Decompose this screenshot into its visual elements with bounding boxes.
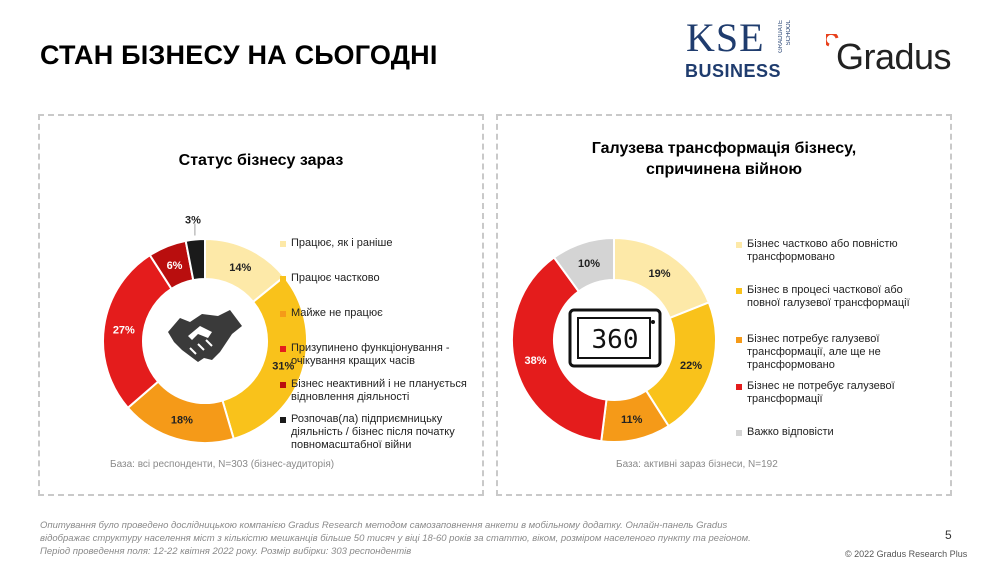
copyright-text: © 2022 Gradus Research Plus xyxy=(845,549,968,559)
legend-label: Працює частково xyxy=(291,272,380,284)
legend-item: Призупинено функціонування - очікування … xyxy=(280,342,475,368)
legend-label: Бізнес частково або повністю трансформов… xyxy=(747,238,898,263)
legend-item: Бізнес потребує галузевої трансформації,… xyxy=(736,333,931,372)
360-view-icon: 360 xyxy=(568,308,662,368)
legend-label: Розпочав(ла) підприємницьку діяльність /… xyxy=(291,413,455,451)
base-note: База: активні зараз бізнеси, N=192 xyxy=(616,459,778,470)
legend-item: Розпочав(ла) підприємницьку діяльність /… xyxy=(280,413,475,452)
data-label: 11% xyxy=(621,414,643,426)
legend-label: Призупинено функціонування - очікування … xyxy=(291,342,450,367)
data-label: 18% xyxy=(171,415,193,427)
legend-swatch xyxy=(280,276,286,282)
page-number: 5 xyxy=(945,528,952,542)
data-label: 6% xyxy=(167,260,183,272)
legend-label: Працює, як і раніше xyxy=(291,237,393,249)
legend-label: Бізнес не потребує галузевої трансформац… xyxy=(747,380,895,405)
data-label: 27% xyxy=(113,324,135,336)
data-label: 3% xyxy=(185,214,201,226)
methodology-footnote: Опитування було проведено дослідницькою … xyxy=(40,520,751,557)
legend-item: Важко відповісти xyxy=(736,426,931,439)
data-label: 38% xyxy=(525,355,547,367)
donut-slice xyxy=(184,237,206,282)
industry-transformation-donut-chart: 19% 22% 11% 38% 10% 360 xyxy=(511,236,717,443)
kse-logo-side-text-2: SCHOOL xyxy=(786,20,792,46)
center-icon-label: 360 xyxy=(592,325,639,355)
legend-swatch xyxy=(736,430,742,436)
kse-business-logo: KSE GRADUATE SCHOOL BUSINESS xyxy=(682,15,794,82)
data-label: 22% xyxy=(680,360,702,372)
kse-logo-text: KSE xyxy=(686,15,765,60)
legend-label: Бізнес неактивний і не планується віднов… xyxy=(291,378,467,403)
legend-swatch xyxy=(736,337,742,343)
legend-swatch xyxy=(280,346,286,352)
kse-logo-subtitle: BUSINESS xyxy=(685,61,782,81)
business-status-panel: Статус бізнесу зараз 14% 31% 18% 27% 6% 3% Пр… xyxy=(38,114,484,496)
data-label: 31% xyxy=(272,360,294,372)
business-status-donut-chart: 14% 31% 18% 27% 6% 3% xyxy=(102,214,308,444)
donut-slice xyxy=(511,256,608,443)
legend-swatch xyxy=(280,311,286,317)
donut-slice xyxy=(552,236,615,293)
legend-swatch xyxy=(736,384,742,390)
gradus-logo-text: Gradus xyxy=(836,36,952,77)
industry-transformation-panel: Галузева трансформація бізнесу, спричине… xyxy=(496,114,952,496)
data-label: 19% xyxy=(649,268,671,280)
legend-item: Майже не працює xyxy=(280,307,475,320)
legend-label: Важко відповісти xyxy=(747,426,834,438)
legend-label: Бізнес потребує галузевої трансформації,… xyxy=(747,333,881,371)
legend-swatch xyxy=(280,382,286,388)
base-note: База: всі респонденти, N=303 (бізнес-ауд… xyxy=(110,459,335,470)
legend-label: Майже не працює xyxy=(291,307,383,319)
legend-swatch xyxy=(736,288,742,294)
data-label: 10% xyxy=(578,258,600,270)
legend-item: Бізнес в процесі часткової або повної га… xyxy=(736,284,931,310)
page-title: СТАН БІЗНЕСУ НА СЬОГОДНІ xyxy=(40,40,438,70)
legend-item: Бізнес неактивний і не планується віднов… xyxy=(280,378,475,404)
legend-item: Працює частково xyxy=(280,272,475,285)
chart-title: Статус бізнесу зараз xyxy=(178,152,344,169)
legend-item: Працює, як і раніше xyxy=(280,237,475,250)
data-label: 14% xyxy=(229,262,251,274)
gradus-logo-mark-icon xyxy=(826,34,839,47)
legend-item: Бізнес частково або повністю трансформов… xyxy=(736,238,931,264)
legend-swatch xyxy=(736,242,742,248)
donut-slice xyxy=(221,275,308,441)
handshake-icon xyxy=(168,310,242,362)
chart-title: Галузева трансформація бізнесу, спричине… xyxy=(591,140,857,178)
legend-label: Бізнес в процесі часткової або повної га… xyxy=(747,284,910,309)
legend-item: Бізнес не потребує галузевої трансформац… xyxy=(736,380,931,406)
legend-swatch xyxy=(280,417,286,423)
legend-swatch xyxy=(280,241,286,247)
